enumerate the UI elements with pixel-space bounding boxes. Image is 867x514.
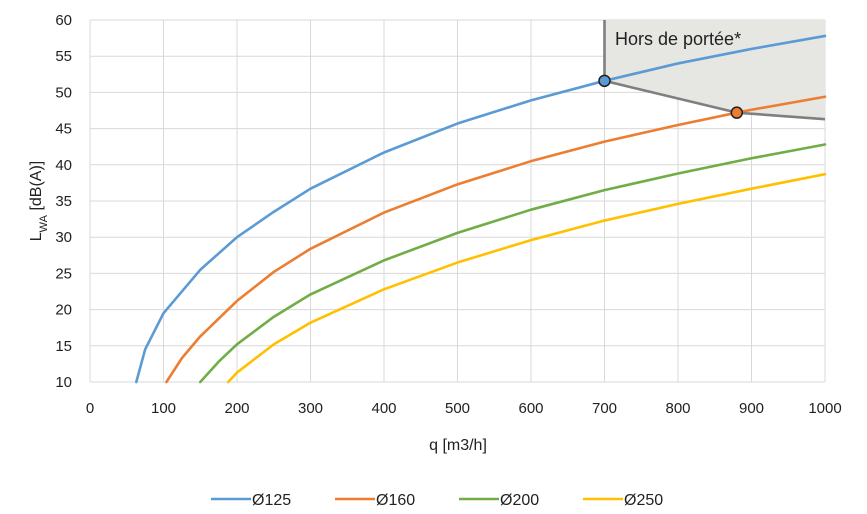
y-tick-label: 15 [55, 338, 72, 355]
series-line-4 [226, 172, 827, 384]
x-tick-label: 400 [371, 400, 396, 417]
y-axis-label-main: L [28, 232, 45, 241]
range-marker-1 [598, 74, 611, 88]
y-tick-label: 20 [55, 302, 72, 319]
x-tick-label: 200 [224, 400, 249, 417]
y-tick-label: 40 [55, 157, 72, 174]
legend-label-4: Ø250 [624, 492, 663, 509]
y-axis-label-sub: WA [38, 214, 50, 232]
y-tick-label: 35 [55, 193, 72, 210]
y-axis-label: LWA [dB(A)] [28, 161, 50, 241]
series-line-1 [135, 34, 827, 384]
legend-label-3: Ø200 [500, 492, 539, 509]
y-tick-label: 45 [55, 121, 72, 138]
range-markers [598, 20, 826, 121]
y-tick-label: 60 [55, 12, 72, 29]
y-axis-ticks: 10 15 20 25 30 35 40 45 50 55 60 [55, 12, 72, 391]
x-tick-label: 500 [445, 400, 470, 417]
series-lines [135, 34, 827, 384]
legend: Ø125 Ø160 Ø200 Ø250 [211, 492, 663, 509]
range-marker-2 [730, 106, 744, 119]
x-axis-ticks: 0 100 200 300 400 500 600 700 800 900 1000 [86, 400, 842, 417]
region-label: Hors de portée* [615, 29, 741, 49]
y-axis-label-rest: [dB(A)] [28, 161, 45, 215]
y-tick-label: 30 [55, 229, 72, 246]
y-tick-label: 50 [55, 84, 72, 101]
series-line-2 [165, 95, 827, 384]
legend-label-1: Ø125 [252, 492, 291, 509]
y-tick-label: 10 [55, 374, 72, 391]
legend-label-2: Ø160 [376, 492, 415, 509]
x-axis-label: q [m3/h] [429, 437, 487, 454]
x-tick-label: 0 [86, 400, 94, 417]
y-tick-label: 25 [55, 265, 72, 282]
out-of-range-boundary [603, 20, 826, 121]
x-tick-label: 600 [518, 400, 543, 417]
x-tick-label: 100 [151, 400, 176, 417]
y-tick-label: 55 [55, 48, 72, 65]
x-tick-label: 700 [592, 400, 617, 417]
x-tick-label: 800 [665, 400, 690, 417]
series-line-3 [198, 143, 827, 384]
x-tick-label: 300 [298, 400, 323, 417]
x-tick-label: 900 [739, 400, 764, 417]
x-tick-label: 1000 [808, 400, 841, 417]
